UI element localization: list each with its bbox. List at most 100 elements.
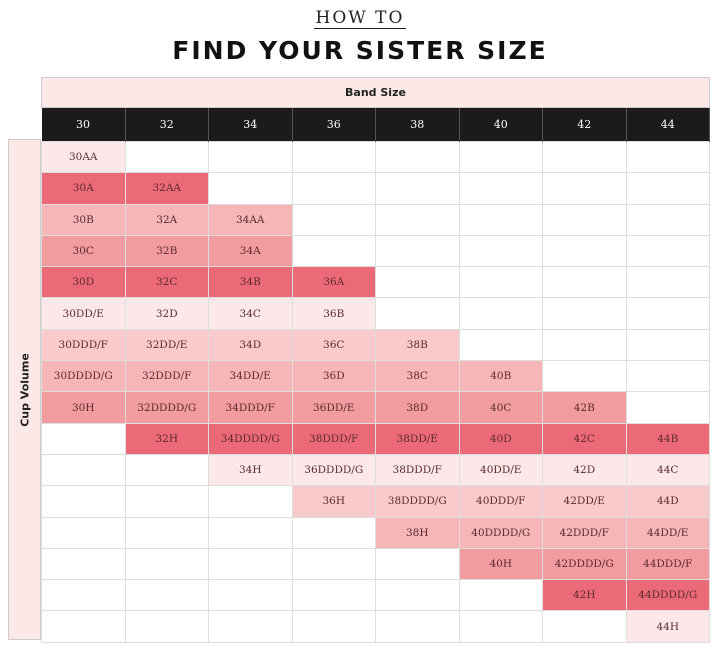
empty-cell — [41, 610, 126, 643]
table-row: 44H — [41, 610, 710, 643]
band-header: 38 — [375, 108, 460, 142]
sister-size-table: 30 32 34 36 38 40 42 44 30AA 30A 32AA 30B 32A 34AA 30… — [41, 108, 710, 643]
empty-cell — [208, 579, 293, 612]
size-cell: 38DDD/F — [291, 422, 376, 455]
size-cell: 34B — [208, 266, 293, 299]
empty-cell — [41, 547, 126, 581]
band-size-label: Band Size — [41, 77, 710, 108]
size-cell: 38DD/E — [375, 422, 460, 455]
empty-cell — [542, 234, 627, 268]
empty-cell — [625, 266, 710, 299]
size-cell: 44C — [625, 453, 710, 487]
empty-cell — [542, 140, 627, 174]
band-header: 44 — [626, 108, 710, 142]
empty-cell — [375, 610, 460, 643]
size-cell: 36H — [291, 485, 376, 518]
empty-cell — [41, 485, 126, 518]
size-cell: 32DDDD/G — [124, 391, 209, 424]
table-row: 32H 34DDDD/G 38DDD/F 38DD/E 40D 42C 44B — [41, 422, 710, 455]
size-cell: 34DDDD/G — [208, 422, 293, 455]
size-cell: 30H — [41, 391, 126, 424]
empty-cell — [542, 172, 627, 205]
size-cell: 30DD/E — [41, 297, 126, 330]
size-cell: 38B — [375, 328, 460, 362]
size-cell: 34D — [208, 328, 293, 362]
empty-cell — [291, 547, 376, 581]
empty-cell — [375, 297, 460, 330]
empty-cell — [458, 203, 543, 236]
size-cell: 34C — [208, 297, 293, 330]
band-header: 36 — [292, 108, 376, 142]
size-cell: 42DDD/F — [542, 516, 627, 549]
empty-cell — [291, 140, 376, 174]
size-cell: 32DDD/F — [124, 360, 209, 393]
empty-cell — [375, 140, 460, 174]
empty-cell — [208, 610, 293, 643]
size-cell: 40DD/E — [458, 453, 543, 487]
size-cell: 40B — [458, 360, 543, 393]
table-row: 30DDD/F 32DD/E 34D 36C 38B — [41, 328, 710, 362]
empty-cell — [375, 172, 460, 205]
table-row: 30DD/E 32D 34C 36B — [41, 297, 710, 330]
empty-cell — [291, 516, 376, 549]
band-header: 42 — [542, 108, 627, 142]
size-cell: 44B — [625, 422, 710, 455]
size-cell: 42DD/E — [542, 485, 627, 518]
size-cell: 44D — [625, 485, 710, 518]
empty-cell — [208, 547, 293, 581]
empty-cell — [291, 172, 376, 205]
size-cell: 32AA — [124, 172, 209, 205]
band-header: 30 — [41, 108, 126, 142]
empty-cell — [458, 297, 543, 330]
size-cell: 30DDDD/G — [41, 360, 126, 393]
size-cell: 42D — [542, 453, 627, 487]
table-row: 34H 36DDDD/G 38DDD/F 40DD/E 42D 44C — [41, 453, 710, 487]
size-cell: 42H — [542, 579, 627, 612]
band-header-row: 30 32 34 36 38 40 42 44 — [41, 108, 710, 142]
size-cell: 34AA — [208, 203, 293, 236]
band-header: 32 — [125, 108, 209, 142]
size-cell: 44H — [625, 610, 710, 643]
empty-cell — [542, 610, 627, 643]
empty-cell — [208, 172, 293, 205]
size-cell: 32DD/E — [124, 328, 209, 362]
table-row: 30A 32AA — [41, 172, 710, 205]
size-cell: 42B — [542, 391, 627, 424]
empty-cell — [458, 610, 543, 643]
empty-cell — [625, 203, 710, 236]
table-row: 30B 32A 34AA — [41, 203, 710, 236]
empty-cell — [625, 140, 710, 174]
table-row: 36H 38DDDD/G 40DDD/F 42DD/E 44D — [41, 485, 710, 518]
empty-cell — [375, 547, 460, 581]
table-row: 30D 32C 34B 36A — [41, 266, 710, 299]
empty-cell — [375, 579, 460, 612]
size-cell: 34A — [208, 234, 293, 268]
size-cell: 38DDDD/G — [375, 485, 460, 518]
table-row: 30C 32B 34A — [41, 234, 710, 268]
empty-cell — [291, 234, 376, 268]
empty-cell — [625, 172, 710, 205]
size-cell: 40DDDD/G — [458, 516, 543, 549]
page-title: FIND YOUR SISTER SIZE — [172, 36, 548, 65]
size-cell: 34DDD/F — [208, 391, 293, 424]
size-cell: 40H — [458, 547, 543, 581]
empty-cell — [458, 234, 543, 268]
size-cell: 42DDDD/G — [542, 547, 627, 581]
size-cell: 44DDDD/G — [625, 579, 710, 612]
band-header: 34 — [208, 108, 293, 142]
size-cell: 38C — [375, 360, 460, 393]
size-cell: 34H — [208, 453, 293, 487]
empty-cell — [542, 360, 627, 393]
table-row: 30H 32DDDD/G 34DDD/F 36DD/E 38D 40C 42B — [41, 391, 710, 424]
empty-cell — [41, 516, 126, 549]
size-cell: 30DDD/F — [41, 328, 126, 362]
table-row: 38H 40DDDD/G 42DDD/F 44DD/E — [41, 516, 710, 549]
empty-cell — [291, 579, 376, 612]
size-cell: 32D — [124, 297, 209, 330]
empty-cell — [458, 172, 543, 205]
size-cell: 38D — [375, 391, 460, 424]
size-cell: 36A — [291, 266, 376, 299]
empty-cell — [542, 203, 627, 236]
band-header: 40 — [459, 108, 543, 142]
empty-cell — [124, 610, 209, 643]
